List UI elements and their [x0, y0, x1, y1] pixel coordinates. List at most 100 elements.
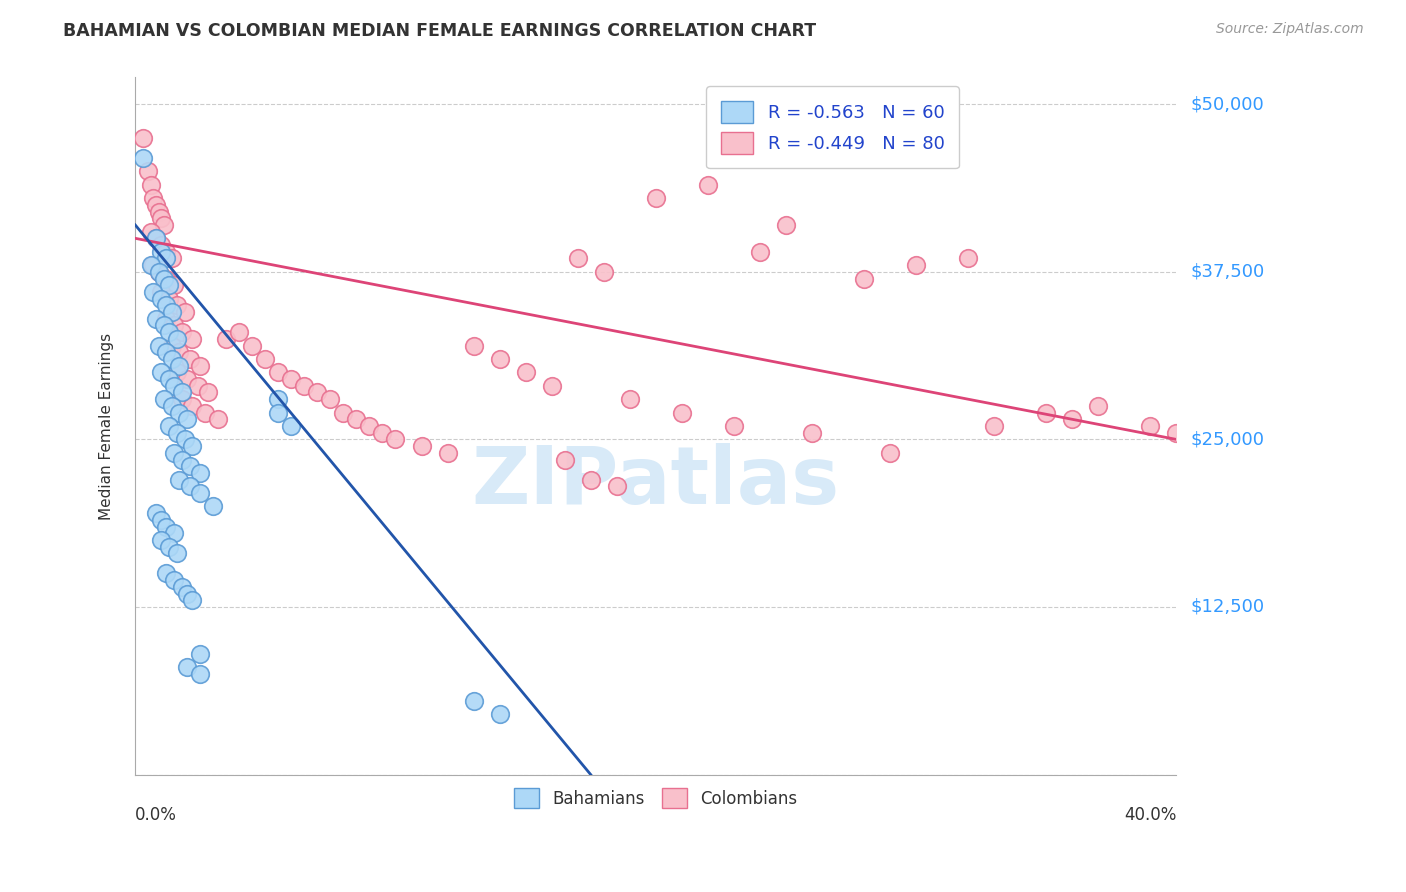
Point	[384, 433, 406, 447]
Point	[540, 378, 562, 392]
Point	[176, 586, 198, 600]
Point	[292, 378, 315, 392]
Point	[515, 365, 537, 379]
Point	[150, 244, 173, 259]
Point	[194, 406, 217, 420]
Point	[1166, 425, 1188, 440]
Point	[150, 513, 173, 527]
Point	[170, 392, 193, 407]
Point	[567, 252, 589, 266]
Text: 40.0%: 40.0%	[1123, 806, 1177, 824]
Point	[644, 191, 666, 205]
Point	[606, 479, 628, 493]
Point	[163, 278, 186, 293]
Point	[176, 372, 198, 386]
Point	[879, 446, 901, 460]
Point	[150, 238, 173, 252]
Point	[228, 325, 250, 339]
Point	[150, 292, 173, 306]
Point	[169, 406, 191, 420]
Point	[155, 519, 177, 533]
Point	[579, 473, 602, 487]
Point	[188, 466, 211, 480]
Point	[957, 252, 980, 266]
Point	[169, 345, 191, 359]
Point	[411, 439, 433, 453]
Point	[188, 359, 211, 373]
Point	[488, 707, 510, 722]
Point	[202, 500, 225, 514]
Point	[166, 425, 188, 440]
Point	[157, 325, 180, 339]
Point	[150, 533, 173, 547]
Point	[155, 566, 177, 581]
Point	[153, 271, 176, 285]
Point	[166, 298, 188, 312]
Point	[148, 338, 170, 352]
Point	[775, 218, 797, 232]
Point	[170, 325, 193, 339]
Point	[160, 305, 183, 319]
Point	[139, 178, 162, 192]
Point	[181, 593, 204, 607]
Point	[145, 198, 167, 212]
Point	[148, 265, 170, 279]
Point	[905, 258, 928, 272]
Point	[145, 231, 167, 245]
Point	[150, 365, 173, 379]
Point	[187, 378, 209, 392]
Point	[132, 151, 155, 165]
Point	[215, 332, 238, 346]
Text: 0.0%: 0.0%	[135, 806, 177, 824]
Point	[136, 164, 159, 178]
Text: BAHAMIAN VS COLOMBIAN MEDIAN FEMALE EARNINGS CORRELATION CHART: BAHAMIAN VS COLOMBIAN MEDIAN FEMALE EARN…	[63, 22, 817, 40]
Point	[139, 225, 162, 239]
Point	[188, 667, 211, 681]
Point	[346, 412, 368, 426]
Point	[307, 385, 329, 400]
Point	[145, 311, 167, 326]
Point	[1139, 419, 1161, 434]
Point	[153, 218, 176, 232]
Point	[852, 271, 875, 285]
Point	[163, 318, 186, 333]
Point	[163, 526, 186, 541]
Point	[319, 392, 342, 407]
Point	[280, 372, 302, 386]
Point	[267, 406, 290, 420]
Point	[163, 378, 186, 392]
Point	[207, 412, 229, 426]
Point	[166, 365, 188, 379]
Point	[723, 419, 745, 434]
Point	[153, 318, 176, 333]
Point	[800, 425, 823, 440]
Point	[671, 406, 693, 420]
Point	[155, 252, 177, 266]
Point	[436, 446, 458, 460]
Point	[145, 506, 167, 520]
Point	[132, 130, 155, 145]
Point	[1035, 406, 1057, 420]
Point	[267, 365, 290, 379]
Point	[169, 473, 191, 487]
Point	[240, 338, 263, 352]
Point	[1062, 412, 1084, 426]
Point	[619, 392, 641, 407]
Point	[170, 385, 193, 400]
Point	[150, 285, 173, 299]
Point	[1087, 399, 1109, 413]
Point	[163, 573, 186, 587]
Point	[148, 204, 170, 219]
Point	[181, 399, 204, 413]
Point	[157, 372, 180, 386]
Point	[160, 252, 183, 266]
Point	[181, 439, 204, 453]
Text: $12,500: $12,500	[1191, 598, 1264, 616]
Point	[160, 351, 183, 366]
Point	[157, 419, 180, 434]
Point	[155, 244, 177, 259]
Y-axis label: Median Female Earnings: Median Female Earnings	[100, 333, 114, 519]
Point	[142, 258, 165, 272]
Point	[254, 351, 277, 366]
Text: Source: ZipAtlas.com: Source: ZipAtlas.com	[1216, 22, 1364, 37]
